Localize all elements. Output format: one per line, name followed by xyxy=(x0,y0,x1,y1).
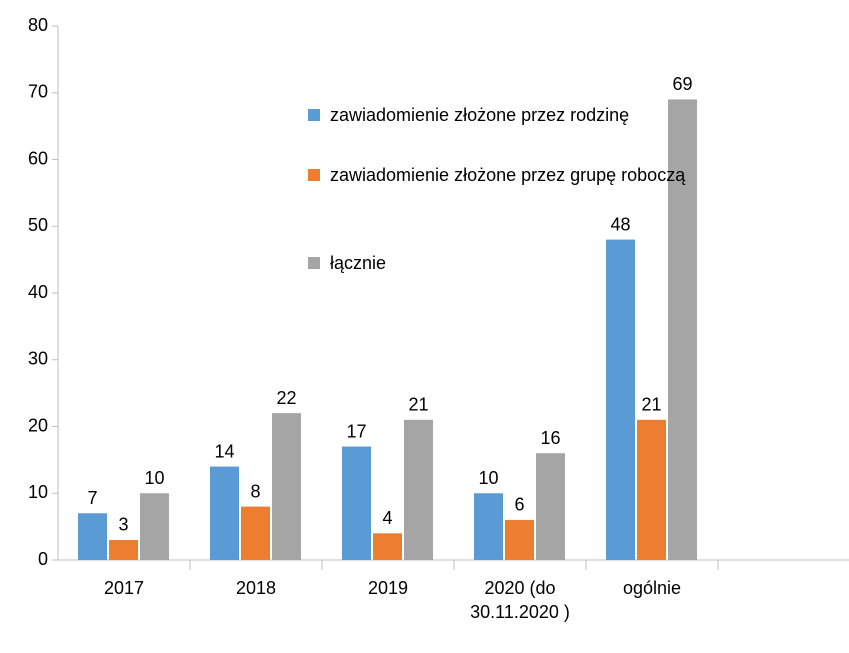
legend-item: zawiadomienie złożone przez grupę robocz… xyxy=(308,163,730,187)
x-tick-label: ogólnie xyxy=(622,578,682,598)
bar xyxy=(637,419,666,560)
value-label: 10 xyxy=(144,468,164,488)
value-label: 17 xyxy=(346,421,366,441)
bar xyxy=(241,506,270,560)
legend-label: łącznie xyxy=(330,253,387,273)
value-label: 21 xyxy=(408,395,428,415)
value-label: 14 xyxy=(214,441,234,461)
y-tick-label: 60 xyxy=(28,148,48,168)
bar xyxy=(404,419,433,560)
value-label: 4 xyxy=(382,508,392,528)
value-label: 16 xyxy=(540,428,560,448)
y-tick-label: 30 xyxy=(28,349,48,369)
value-label: 8 xyxy=(250,481,260,501)
legend-label: zawiadomienie złożone przez grupę robocz… xyxy=(330,165,686,185)
value-label: 21 xyxy=(641,395,661,415)
x-tick-label: 2020 (do 30.11.2020 ) xyxy=(470,578,570,622)
y-tick-label: 80 xyxy=(28,15,48,35)
bar xyxy=(668,99,697,561)
bar xyxy=(210,466,239,560)
x-tick-label: 2017 xyxy=(103,578,145,598)
legend-item: zawiadomienie złożone przez rodzinę xyxy=(308,103,730,127)
legend-swatch xyxy=(308,257,320,269)
legend-item: łącznie xyxy=(308,251,730,275)
bar xyxy=(505,519,534,560)
y-tick-label: 20 xyxy=(28,415,48,435)
value-label: 48 xyxy=(610,214,630,234)
value-label: 22 xyxy=(276,388,296,408)
value-label: 10 xyxy=(478,468,498,488)
value-label: 3 xyxy=(118,515,128,535)
bar xyxy=(109,539,138,560)
value-label: 6 xyxy=(514,495,524,515)
bar xyxy=(606,239,635,560)
value-label: 69 xyxy=(672,74,692,94)
y-tick-label: 40 xyxy=(28,282,48,302)
y-tick-label: 70 xyxy=(28,82,48,102)
bar xyxy=(78,513,107,560)
y-tick-label: 0 xyxy=(38,549,48,569)
value-label: 7 xyxy=(87,488,97,508)
legend-swatch xyxy=(308,169,320,181)
bar xyxy=(140,493,169,560)
bar xyxy=(342,446,371,560)
y-tick-label: 50 xyxy=(28,215,48,235)
x-tick-label: 2019 xyxy=(367,578,409,598)
legend-label: zawiadomienie złożone przez rodzinę xyxy=(330,105,630,125)
bar xyxy=(474,493,503,560)
bar xyxy=(373,533,402,560)
x-tick-label: 2018 xyxy=(235,578,277,598)
bar xyxy=(536,453,565,560)
bar xyxy=(272,413,301,560)
legend-swatch xyxy=(308,109,320,121)
y-tick-label: 10 xyxy=(28,482,48,502)
